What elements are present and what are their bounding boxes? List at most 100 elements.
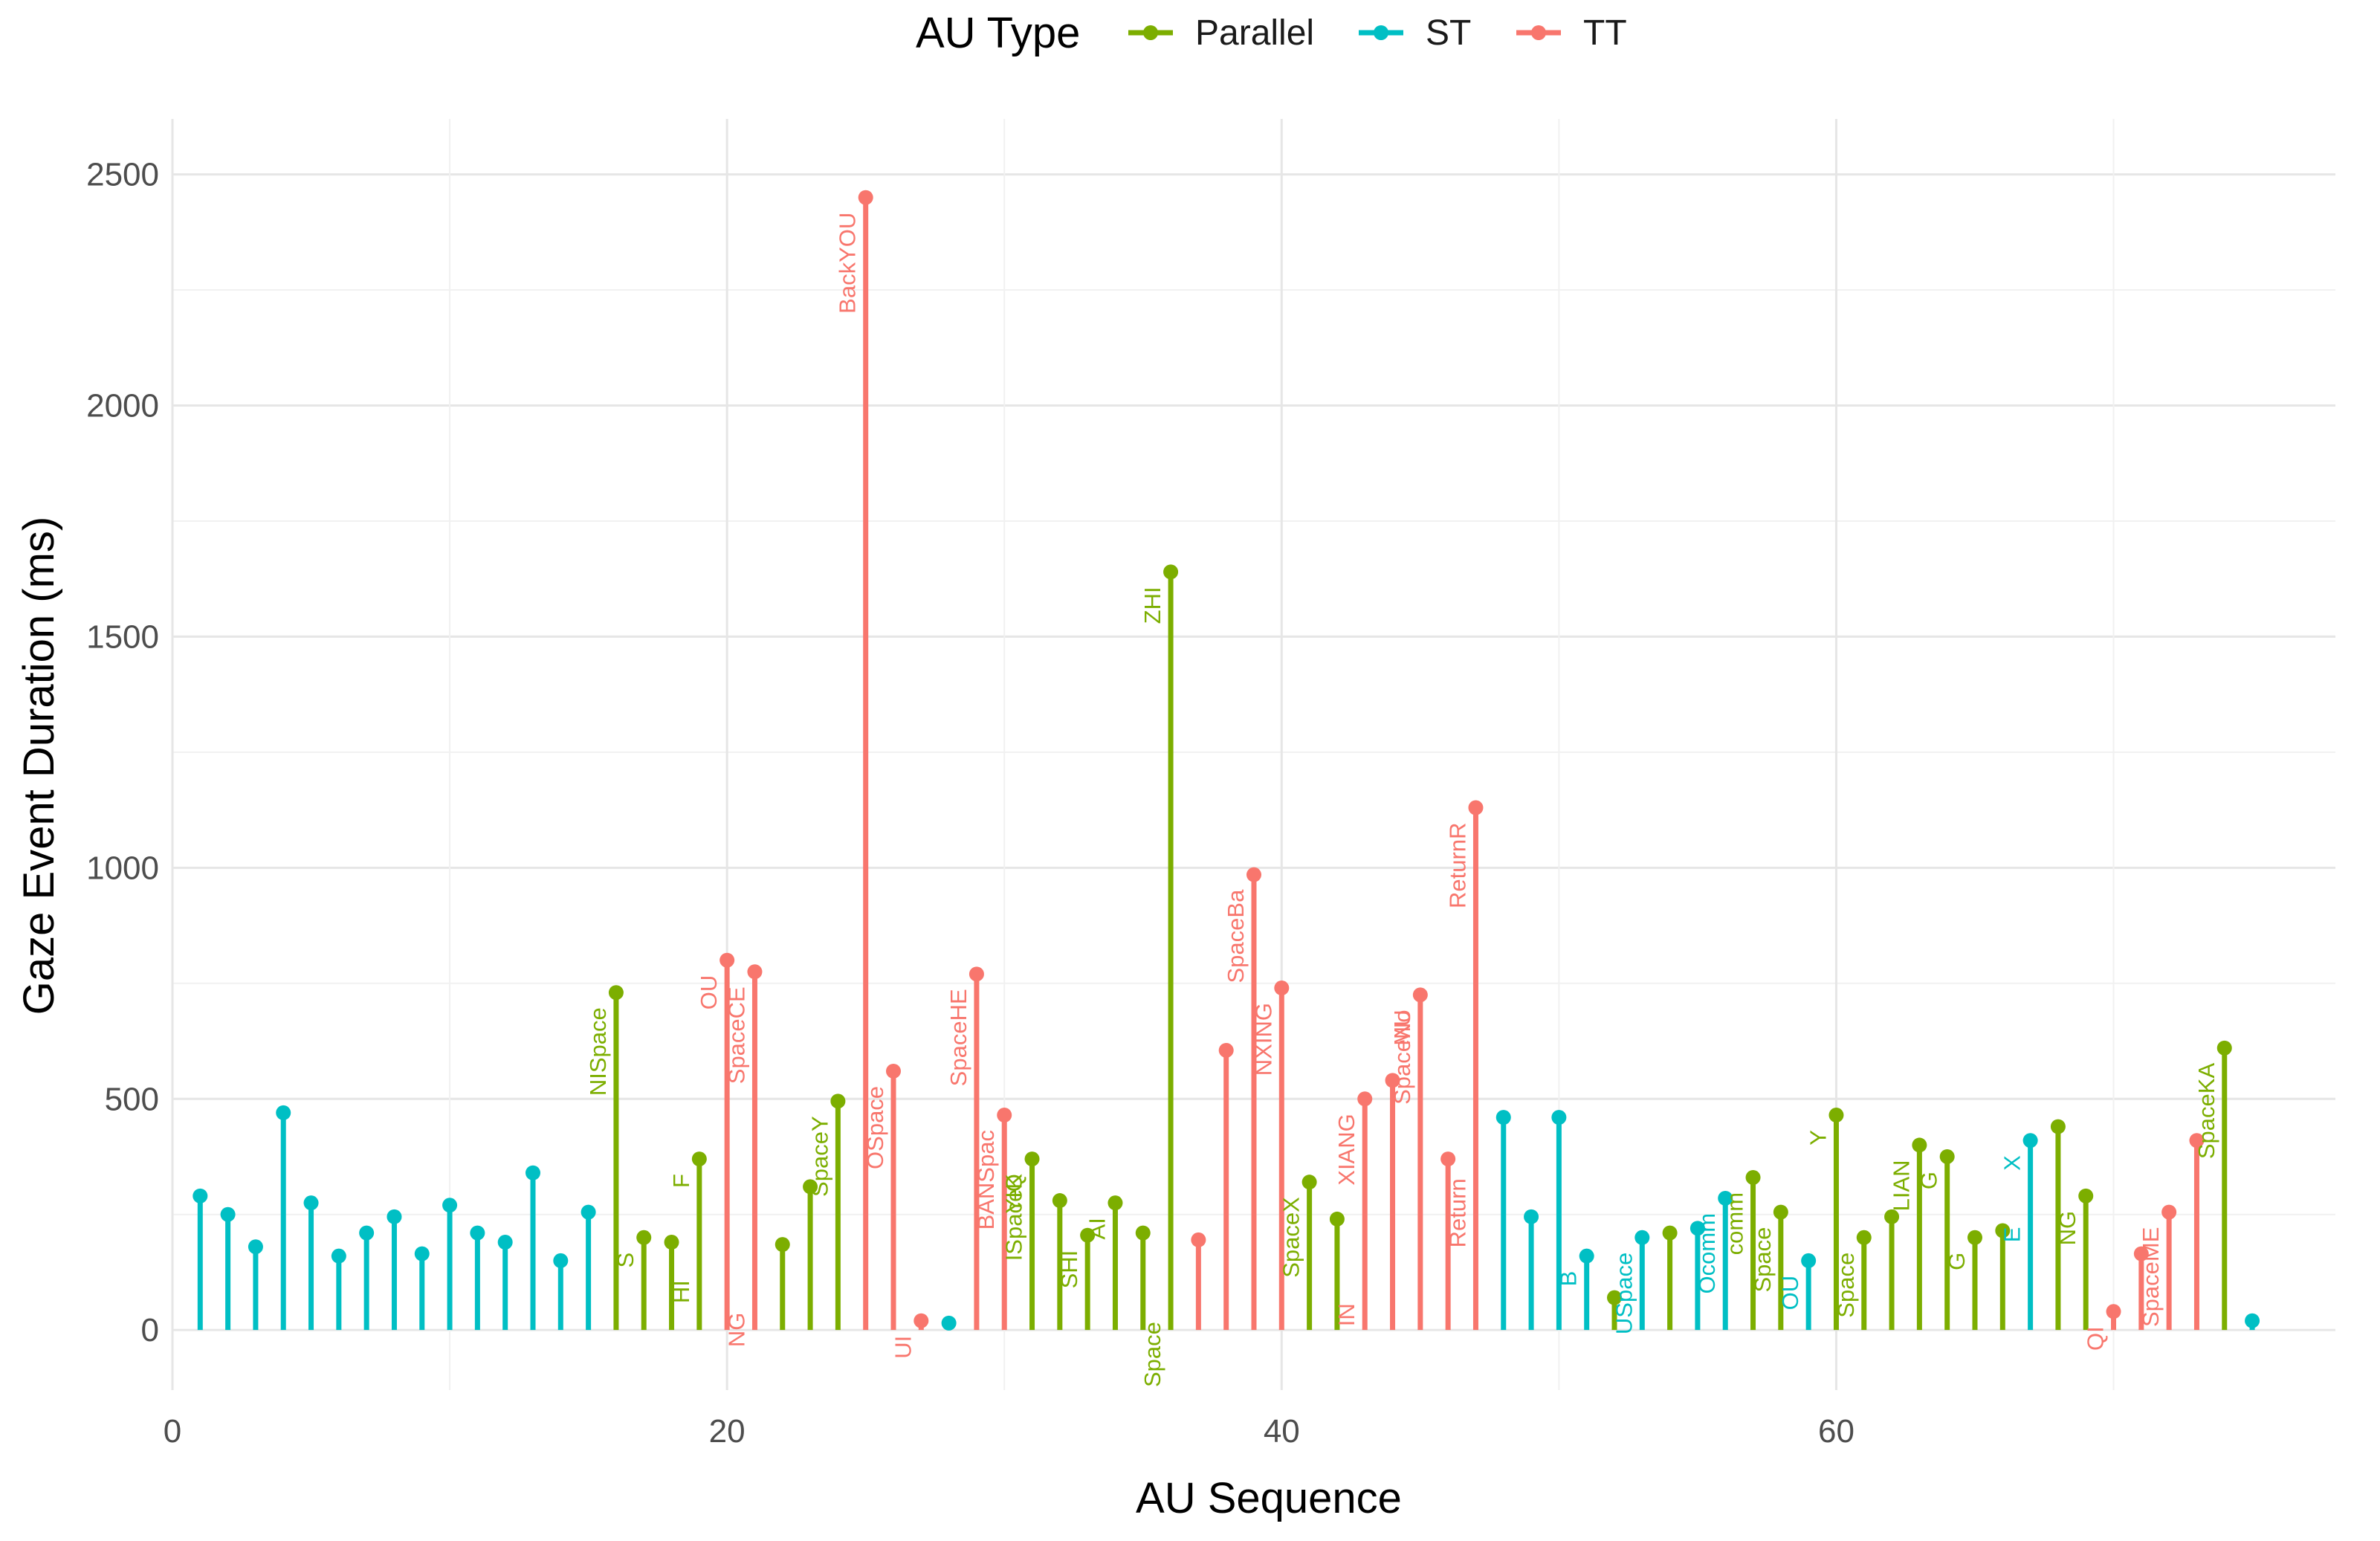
point-label: SpaceX: [1278, 1197, 1304, 1278]
point-label: G: [1916, 1172, 1942, 1189]
lollipop-point: [1662, 1225, 1678, 1241]
point-label: ReturnR: [1444, 823, 1470, 908]
lollipop-point: [1579, 1248, 1594, 1264]
point-label: Space: [1833, 1253, 1859, 1318]
lollipop-point: [830, 1093, 846, 1109]
point-label: BackYOU: [835, 213, 861, 314]
point-label: QI: [2083, 1326, 2109, 1351]
lollipop-point: [2133, 1246, 2149, 1261]
lollipop-point: [1274, 981, 1290, 996]
lollipop-point: [414, 1246, 430, 1261]
point-label: SpaceME: [2138, 1227, 2164, 1327]
point-label: SHI: [1056, 1250, 1082, 1289]
lollipop-point: [886, 1063, 901, 1079]
lollipop-point: [276, 1105, 291, 1120]
y-axis-title: Gaze Event Duration (ms): [15, 517, 63, 1015]
point-label: BANSpac: [973, 1130, 999, 1230]
point-label: OU: [696, 975, 722, 1010]
point-label: NISpace: [585, 1007, 611, 1096]
lollipop-point: [2216, 1040, 2232, 1056]
lollipop-point: [1773, 1204, 1788, 1220]
lollipop-point: [1828, 1108, 1844, 1123]
point-label: Space: [1139, 1322, 1165, 1387]
lollipop-point: [997, 1108, 1012, 1123]
lollipop-point: [2245, 1313, 2260, 1328]
lollipop-point: [581, 1204, 596, 1220]
lollipop-point: [1080, 1227, 1096, 1243]
lollipop-point: [1856, 1230, 1872, 1245]
lollipop-point: [1745, 1169, 1761, 1185]
lollipop-point: [747, 964, 763, 980]
point-label: Return: [1444, 1178, 1470, 1247]
point-label: HI: [668, 1280, 694, 1303]
lollipop-point: [1163, 564, 1179, 580]
lollipop-point: [941, 1315, 957, 1331]
lollipop-point: [2022, 1133, 2038, 1149]
legend-label: ST: [1426, 13, 1471, 53]
x-tick-label: 60: [1818, 1413, 1854, 1450]
lollipop-point: [608, 985, 624, 1001]
point-label: Ocomm: [1694, 1213, 1720, 1294]
legend-key-point: [1374, 25, 1388, 40]
point-label: comm: [1722, 1192, 1748, 1255]
point-label: XIANG: [1333, 1114, 1359, 1185]
point-label: YIQ: [1001, 1174, 1027, 1213]
lollipop-point: [2050, 1119, 2066, 1134]
lollipop-point: [2106, 1304, 2121, 1319]
y-tick-label: 0: [141, 1312, 159, 1348]
y-axis-ticks: 0 500 1000 1500 2000 2500: [86, 157, 159, 1349]
point-label: OSpace: [862, 1086, 888, 1169]
lollipop-point: [1301, 1175, 1317, 1190]
lollipop-point: [387, 1209, 402, 1224]
lollipop-point: [248, 1239, 263, 1255]
lollipop-point: [2078, 1188, 2094, 1204]
point-label: ISpaceK: [1001, 1174, 1027, 1261]
legend-item: TT: [1516, 13, 1627, 53]
lollipop-point: [220, 1206, 236, 1222]
legend-key-point: [1531, 25, 1546, 40]
lollipop-point: [1912, 1137, 1927, 1153]
point-label: NXING: [1250, 1003, 1276, 1076]
lollipop-point: [359, 1225, 375, 1241]
lollipop-point: [1689, 1221, 1705, 1236]
lollipop-point: [1385, 1073, 1400, 1088]
point-label: F: [668, 1174, 694, 1188]
lollipop-point: [331, 1248, 346, 1264]
legend-item: Parallel: [1128, 13, 1314, 53]
lollipop-point: [1440, 1151, 1456, 1167]
legend-title: AU Type: [916, 9, 1080, 57]
legend-item: ST: [1359, 13, 1471, 53]
point-label: IN: [1333, 1303, 1359, 1326]
lollipop-point: [193, 1188, 208, 1204]
lollipop-point: [1468, 800, 1484, 815]
lollipop-point: [442, 1198, 458, 1213]
lollipop-point: [1801, 1253, 1817, 1268]
y-tick-label: 1000: [86, 850, 159, 886]
lollipop-point: [1634, 1230, 1650, 1245]
x-tick-label: 40: [1264, 1413, 1300, 1450]
point-label: NG: [723, 1313, 749, 1348]
lollipop-point: [691, 1151, 707, 1167]
lollipop-point: [1718, 1190, 1733, 1206]
lollipop-point: [913, 1313, 929, 1328]
lollipop-point: [526, 1165, 540, 1180]
point-label: X: [1999, 1155, 2025, 1171]
point-label: Space: [1750, 1227, 1776, 1293]
point-label: SpaceKA: [2193, 1063, 2219, 1160]
point-label: S: [612, 1253, 638, 1268]
y-tick-label: 2000: [86, 388, 159, 424]
lollipop-point: [1246, 867, 1261, 882]
lollipop-point: [636, 1230, 652, 1245]
lollipop-point: [2161, 1204, 2177, 1220]
lollipop-point: [470, 1225, 485, 1241]
lollipop-point: [1967, 1230, 1982, 1245]
point-label: Y: [1805, 1130, 1831, 1146]
lollipop-point: [1052, 1193, 1067, 1209]
lollipop-point: [1939, 1149, 1955, 1164]
point-label: G: [1944, 1253, 1970, 1270]
lollipop-points: [193, 190, 2260, 1331]
lollipop-point: [1524, 1209, 1539, 1224]
lollipop-stems: [197, 197, 2255, 1331]
lollipop-point: [858, 190, 873, 205]
